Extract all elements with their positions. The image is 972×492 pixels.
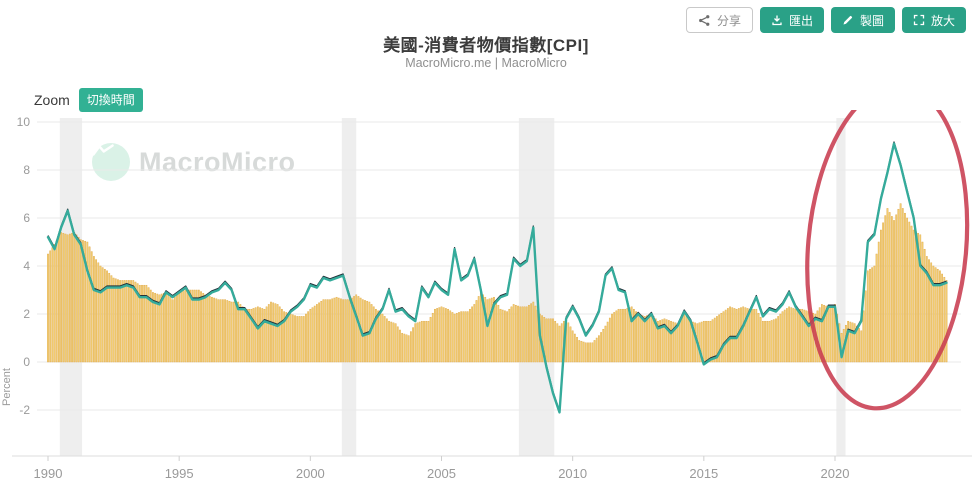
svg-text:10: 10 — [17, 115, 31, 129]
svg-text:1995: 1995 — [165, 466, 194, 481]
draw-chart-button[interactable]: 製圖 — [830, 7, 895, 33]
annotation-ellipse — [805, 110, 970, 411]
enlarge-button-label: 放大 — [930, 13, 955, 28]
macromicro-logo-icon — [92, 143, 130, 181]
svg-text:2005: 2005 — [427, 466, 456, 481]
svg-text:2020: 2020 — [821, 466, 850, 481]
export-button[interactable]: 匯出 — [759, 7, 824, 33]
draw-chart-button-label: 製圖 — [859, 13, 884, 28]
svg-text:2000: 2000 — [296, 466, 325, 481]
svg-text:2015: 2015 — [689, 466, 718, 481]
watermark-text: MacroMicro — [139, 146, 296, 177]
svg-text:2: 2 — [23, 307, 30, 321]
y-axis-labels: 10 8 6 4 2 0 -2 — [17, 115, 31, 417]
expand-icon — [913, 14, 925, 26]
bar-series — [47, 203, 948, 363]
page-title: 美國-消費者物價指數[CPI] — [383, 36, 589, 55]
y-axis-title: Percent — [1, 368, 13, 406]
line-series — [46, 141, 948, 414]
share-icon — [698, 14, 711, 27]
svg-text:6: 6 — [23, 211, 30, 225]
watermark: MacroMicro — [92, 143, 296, 181]
svg-text:-2: -2 — [19, 403, 30, 417]
chart-area: MacroMicro 10 8 6 4 2 0 -2 1990 1995 2000 2005 2010… — [0, 110, 972, 492]
page-subtitle: MacroMicro.me | MacroMicro — [405, 56, 567, 70]
pencil-icon — [842, 14, 854, 26]
export-button-label: 匯出 — [788, 13, 813, 28]
recession-bands — [59, 118, 846, 456]
enlarge-button[interactable]: 放大 — [901, 7, 966, 33]
download-icon — [771, 14, 783, 26]
switch-time-button[interactable]: 切換時間 — [78, 88, 143, 112]
svg-text:2010: 2010 — [558, 466, 587, 481]
share-button[interactable]: 分享 — [685, 7, 753, 33]
svg-text:1990: 1990 — [34, 466, 63, 481]
x-axis: 1990 1995 2000 2005 2010 2015 2020 — [12, 455, 972, 481]
zoom-bar: Zoom 切換時間 — [34, 88, 143, 112]
chart-plot[interactable]: 10 8 6 4 2 0 -2 1990 1995 2000 2005 2010 2015 2020 — [0, 110, 972, 492]
toolbar: 分享 匯出 製圖 放大 — [685, 7, 966, 33]
svg-text:4: 4 — [23, 259, 30, 273]
svg-text:0: 0 — [23, 355, 30, 369]
zoom-label: Zoom — [34, 92, 70, 108]
share-button-label: 分享 — [716, 13, 741, 28]
svg-text:8: 8 — [23, 163, 30, 177]
